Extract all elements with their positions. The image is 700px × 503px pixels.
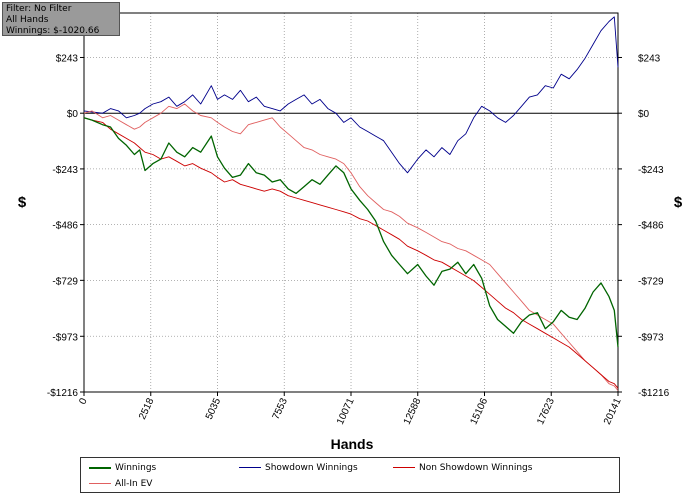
y-axis-right: $243 $0 -$243 -$486 -$729 -$973 -$1216	[618, 53, 670, 399]
x-tick-label: 0	[77, 396, 90, 406]
legend-label: Winnings	[115, 463, 157, 473]
y-tick-label-left: -$243	[52, 165, 78, 176]
legend-swatch	[89, 466, 111, 469]
y-tick-label-right: -$973	[638, 332, 664, 343]
x-tick-label: 7553	[271, 396, 291, 421]
x-axis: 0 2518 5035 7553 10071 12588 15106 17623 20141	[77, 392, 624, 426]
x-tick-label: 20141	[602, 396, 624, 426]
y-tick-label-right: $243	[638, 53, 661, 64]
y-tick-label-right: -$486	[638, 221, 664, 232]
y-tick-label-left: -$1216	[47, 388, 79, 399]
y-tick-label-right: $0	[638, 109, 650, 120]
y-tick-label-left: -$973	[52, 332, 78, 343]
y-axis-title-left: $	[18, 194, 27, 211]
legend: Winnings Showdown Winnings Non Showdown …	[80, 457, 620, 493]
legend-item-showdown-winnings: Showdown Winnings	[239, 462, 358, 474]
legend-item-non-showdown-winnings: Non Showdown Winnings	[393, 462, 532, 474]
y-axis-title-right: $	[674, 194, 683, 211]
legend-label: Showdown Winnings	[265, 463, 358, 473]
y-tick-label-right: -$243	[638, 165, 664, 176]
chart-grid	[84, 13, 618, 393]
y-tick-label-left: -$486	[52, 221, 78, 232]
y-tick-label-left: -$729	[52, 276, 78, 287]
x-tick-label: 17623	[535, 396, 557, 426]
series-line-showdown-winnings	[83, 16, 619, 174]
y-tick-label-right: -$729	[638, 276, 664, 287]
series-line-winnings	[83, 117, 619, 348]
series-line-non-showdown-winnings	[83, 117, 619, 389]
legend-swatch	[239, 467, 261, 468]
legend-swatch	[393, 467, 415, 468]
x-axis-title: Hands	[331, 436, 374, 452]
y-tick-label-left: $243	[56, 53, 79, 64]
filter-label: Filter: No Filter	[6, 4, 72, 14]
x-tick-label: 2518	[137, 396, 157, 421]
y-tick-label-left: $0	[67, 109, 79, 120]
x-tick-label: 12588	[402, 396, 424, 426]
legend-swatch	[89, 483, 111, 484]
x-tick-label: 15106	[469, 396, 491, 426]
x-tick-label: 5035	[204, 396, 224, 421]
legend-item-all-in-ev: All-In EV	[89, 478, 152, 490]
filter-info-box: Filter: No Filter All Hands Winnings: $-…	[2, 2, 120, 36]
legend-label: All-In EV	[115, 479, 153, 489]
legend-item-winnings: Winnings	[89, 462, 156, 474]
legend-label: Non Showdown Winnings	[419, 463, 533, 473]
x-tick-label: 10071	[335, 396, 357, 426]
winnings-label: Winnings: $-1020.66	[6, 26, 100, 36]
y-tick-label-right: -$1216	[638, 388, 670, 399]
hands-label: All Hands	[6, 15, 49, 25]
y-axis-left: $243 $0 -$243 -$486 -$729 -$973 -$1216	[47, 53, 84, 399]
series-layer	[83, 16, 619, 391]
